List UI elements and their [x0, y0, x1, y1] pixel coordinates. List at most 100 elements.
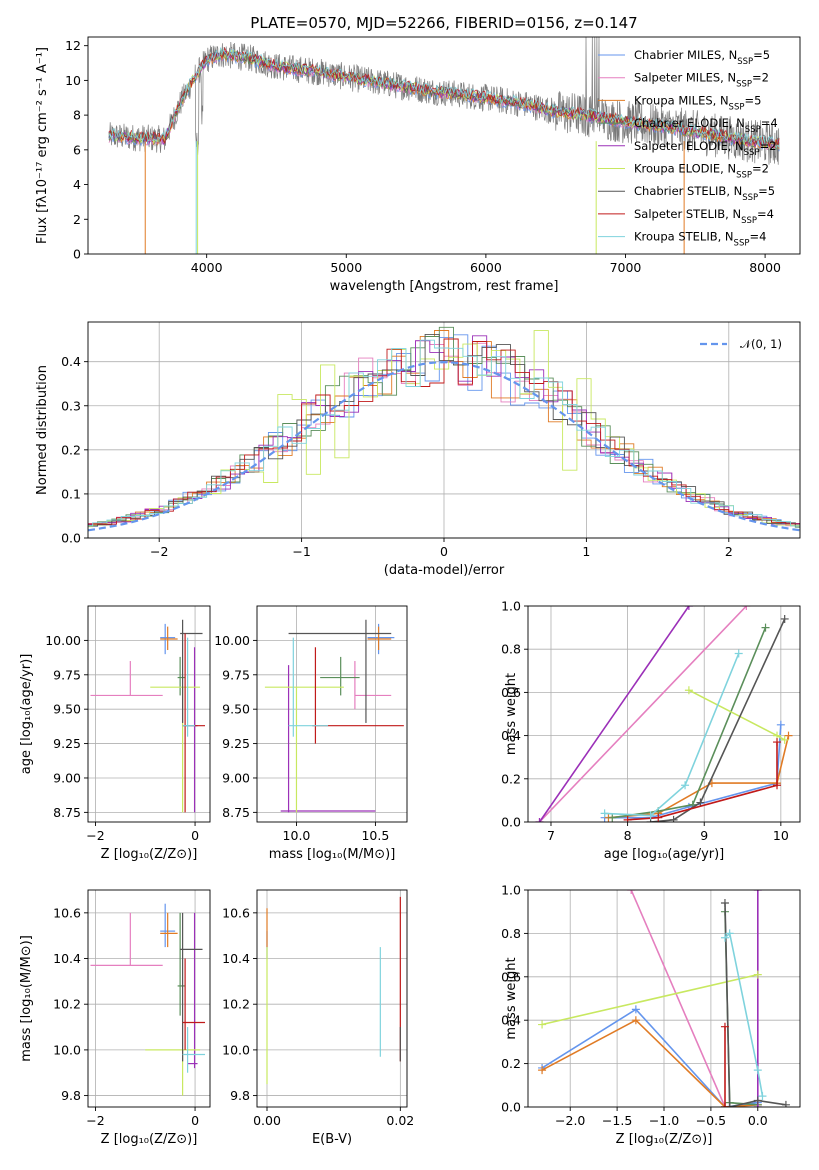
series-line	[724, 902, 787, 1107]
model-spectrum-8	[108, 47, 780, 148]
errorbar-point-3	[320, 656, 360, 696]
panel-massweight-vs-Z: −2.0 −1.5 −1.0 −0.5 0.0 0.0 0.2 0.4 0.6 0.8 1.0 Z […	[501, 883, 801, 1147]
x-tick-label: 2	[725, 544, 733, 559]
plot-area	[266, 896, 401, 1085]
errorbar-point-6	[288, 619, 392, 723]
series-line	[538, 606, 747, 822]
y-tick-label: 9.25	[222, 736, 250, 751]
y-tick-label: 0.2	[501, 771, 521, 786]
legend-entry: 𝒩(0, 1)	[740, 337, 782, 351]
legend-label: Salpeter MILES, N	[634, 71, 736, 85]
mass-weight-series-2	[604, 731, 793, 822]
legend-label: Chabrier MILES, N	[634, 48, 737, 62]
series-marker	[600, 809, 609, 818]
y-tick-label: 0.0	[501, 1100, 521, 1115]
series-line	[608, 735, 790, 819]
y-tick-label: 10.6	[53, 905, 81, 920]
y-tick-label: 0.4	[501, 1013, 521, 1028]
errorbar-point-6	[180, 619, 203, 723]
legend-subscript: SSP	[729, 102, 745, 112]
series-marker	[753, 890, 762, 894]
y-tick-label: 10.6	[222, 905, 250, 920]
x-axis-label: age [log₁₀(age/yr)]	[604, 847, 725, 862]
plot-area	[90, 619, 206, 813]
panel-residuals: −2 −1 0 1 2 0.0 0.1 0.2 0.3 0.4 (data-model)/error…	[35, 321, 801, 578]
y-tick-label: 0.4	[501, 728, 521, 743]
series-marker	[758, 1092, 767, 1101]
y-axis-label: Flux [fλ10⁻¹⁷ erg cm⁻² s⁻¹ A⁻¹]	[35, 47, 50, 244]
series-marker	[773, 781, 782, 790]
panel-age-vs-Z: −2 0 8.75 9.00 9.25 9.50 9.75 10.00 Z [log₁₀(Z/Z…	[19, 605, 211, 862]
series-line	[604, 653, 740, 817]
errorbar-point-4	[187, 912, 198, 1069]
series-marker	[684, 606, 693, 610]
errorbar-point-1	[354, 661, 392, 710]
legend-count: =5	[758, 184, 775, 198]
x-tick-label: −1.5	[602, 1113, 632, 1128]
mass-weight-series-4	[535, 606, 693, 822]
residual-histogram-6	[88, 333, 800, 527]
series-line	[630, 890, 726, 1107]
mass-weight-series-4	[753, 890, 762, 1107]
model-spectrum-5	[108, 49, 780, 150]
y-tick-label: 0.8	[501, 926, 521, 941]
x-tick-label: 8000	[749, 260, 781, 275]
y-tick-label: 9.8	[230, 1088, 250, 1103]
mass-weight-series-6	[646, 614, 789, 822]
mass-weight-series-6	[720, 899, 790, 1107]
legend-subscript: SSP	[744, 148, 760, 158]
series-marker	[538, 1020, 547, 1029]
x-tick-label: 6000	[470, 260, 502, 275]
y-tick-label: 0.6	[501, 969, 521, 984]
series-line	[724, 911, 758, 1106]
y-tick-label: 4	[73, 177, 81, 192]
series-marker	[725, 1103, 734, 1107]
series-marker	[720, 933, 729, 942]
x-tick-label: 0	[440, 544, 448, 559]
errorbar-point-7	[182, 958, 206, 1050]
legend-entry-2: Kroupa MILES, NSSP=5	[634, 93, 761, 112]
legend-subscript: SSP	[741, 216, 757, 226]
series-line	[650, 618, 786, 822]
errorbar-point-7	[182, 633, 206, 813]
plot-area	[108, 37, 780, 254]
x-axis-label: Z [log₁₀(Z/Z⊙)]	[101, 1132, 198, 1147]
series-marker	[720, 899, 729, 908]
legend-label: Kroupa STELIB, N	[634, 230, 734, 244]
x-tick-label: 4000	[191, 260, 223, 275]
x-tick-label: 0.00	[253, 1113, 281, 1128]
y-tick-label: 10.2	[222, 997, 250, 1012]
series-marker	[681, 781, 690, 790]
panel-age-vs-mass: 10.0 10.5 8.75 9.00 9.25 9.50 9.75 10.00 mass [l…	[214, 605, 408, 862]
series-marker	[761, 623, 770, 632]
legend-count: =5	[753, 48, 770, 62]
y-tick-label: 8.75	[222, 805, 250, 820]
series-marker	[773, 738, 782, 747]
y-tick-label: 9.50	[53, 702, 81, 717]
legend-entry-7: Salpeter STELIB, NSSP=4	[634, 207, 774, 226]
legend-subscript: SSP	[736, 171, 752, 181]
legend-entry-4: Salpeter ELODIE, NSSP=2	[634, 139, 777, 158]
gaussian-curve	[88, 360, 800, 532]
series-marker	[608, 813, 617, 822]
y-tick-label: 9.00	[222, 770, 250, 785]
legend-label: Kroupa ELODIE, N	[634, 162, 736, 176]
y-tick-label: 0.1	[61, 486, 81, 501]
x-tick-label: −2	[86, 1113, 104, 1128]
series-marker	[784, 731, 793, 740]
y-tick-label: 10.0	[53, 1042, 81, 1057]
series-marker	[538, 1066, 547, 1075]
legend-count: =2	[760, 139, 777, 153]
y-axis-label: mass [log₁₀(M/M⊙)]	[19, 935, 34, 1062]
mass-weight-series-5	[538, 970, 762, 1029]
series-line	[538, 606, 690, 822]
y-tick-label: 9.75	[53, 667, 81, 682]
axes-frame	[256, 605, 408, 823]
series-marker	[646, 811, 655, 820]
series-marker	[725, 929, 734, 938]
axes-frame	[256, 889, 408, 1108]
series-line	[541, 1019, 758, 1107]
panel-spectrum: 4000 5000 6000 7000 8000 0 2 4 6 8 10 12 wavelength …	[35, 36, 801, 294]
legend: 𝒩(0, 1)	[700, 337, 782, 351]
legend-count: =4	[761, 116, 778, 130]
